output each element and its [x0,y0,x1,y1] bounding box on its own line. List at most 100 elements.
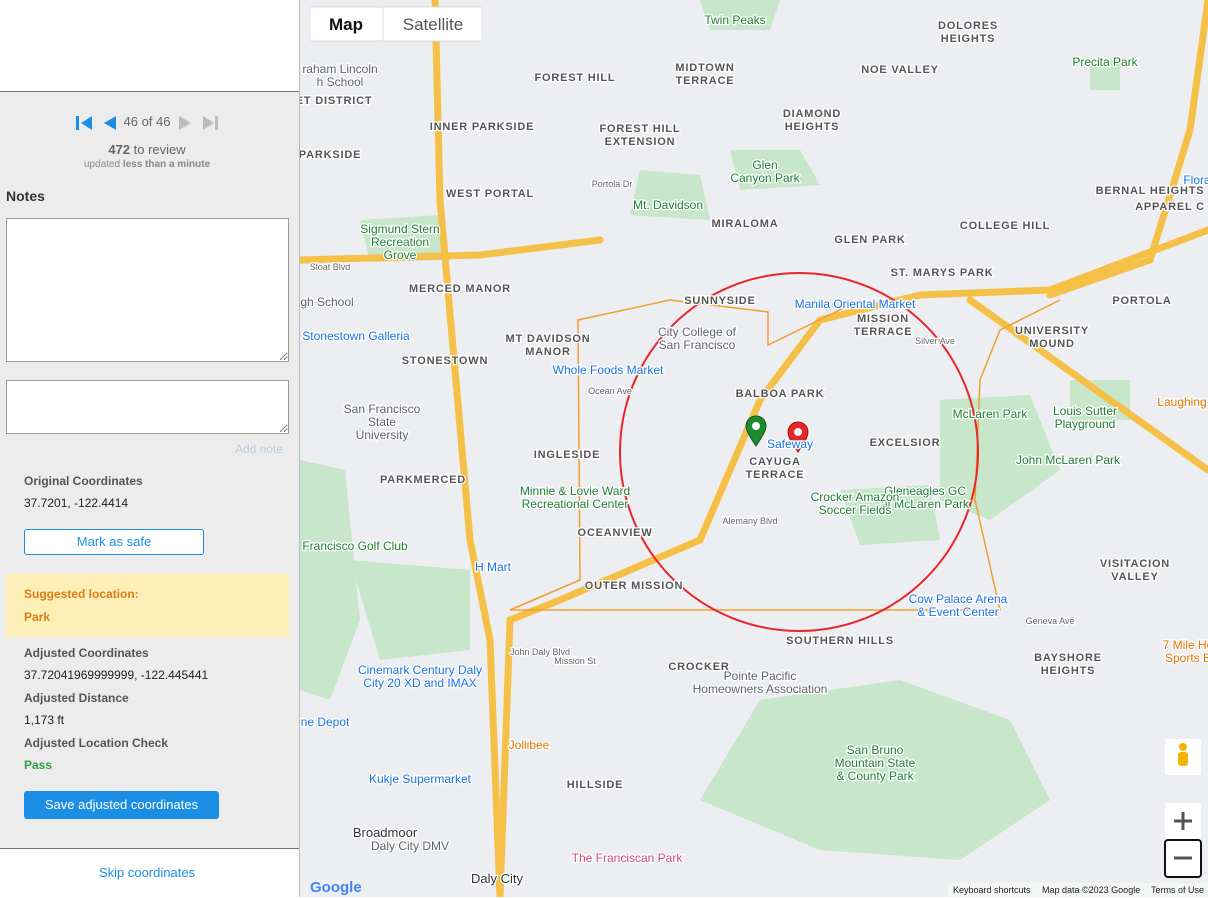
map-label-line: Manila Oriental Market [795,297,916,311]
map-label-line: H Mart [475,560,512,574]
map-label: Pointe Pacific Homeowners Association [693,669,828,696]
adjusted-label: Adjusted Coordinates [24,646,149,660]
map-label: Precita Park [1072,55,1138,69]
map-label: HILLSIDE [567,779,624,791]
map-label: ne Depot [301,715,350,729]
suggested-label: Suggested location: [24,587,139,601]
map-label-line: VISITACION [1100,558,1170,570]
map-label-line: CAYUGA [749,456,800,468]
map-label-line: SOUTHERN HILLS [786,635,894,647]
map-label: NOE VALLEY [861,64,938,76]
map-label: APPAREL C [1135,201,1205,213]
map-label-line: Sports B [1165,651,1208,665]
map-label-line: ne Depot [301,715,350,729]
map-label: MIDTOWN TERRACE [675,62,734,87]
review-count: 472 [108,142,131,157]
map-label: OUTER MISSION [585,580,683,592]
map-label-line: & Event Center [917,605,998,619]
map-label-line: Broadmoor [353,825,418,840]
map-label: Ocean Ave [588,386,632,396]
suggested-value: Park [24,610,51,624]
map-label: Broadmoor [353,825,418,840]
map-label-line: Portola Dr [592,179,633,189]
map-label: COLLEGE HILL [960,220,1050,232]
map-label-line: McLaren Park [953,407,1029,421]
map-label: Louis Sutter Playground [1053,404,1117,431]
map-label: PARKSIDE [300,149,361,161]
map-label: John Daly Blvd [510,647,570,657]
updated: updated less than a minute [0,159,294,170]
map-label-line: HEIGHTS [941,33,996,45]
map-label-line: Stonestown Galleria [302,329,410,343]
map-label: Manila Oriental Market [795,297,916,311]
map-label: gh School [300,295,353,309]
map-label-line: San Francisco [344,402,421,416]
map-label: Whole Foods Market [553,363,664,377]
map-label: Alemany Blvd [722,516,777,526]
marker-dot [752,422,760,430]
map-label: Portola Dr [592,179,633,189]
map-label: MERCED MANOR [409,283,511,295]
skip-link[interactable]: Skip coordinates [98,865,196,880]
top-panel [0,0,299,92]
map-label: Sigmund Stern Recreation Grove [360,222,439,262]
add-note[interactable]: Add note [234,442,283,456]
zoom-in[interactable] [1174,812,1192,830]
bottom-panel [0,848,299,898]
map-label-line: Daly City DMV [371,839,449,853]
keyboard-shortcuts[interactable]: Keyboard shortcuts [953,885,1031,895]
map-label: Daly City DMV [371,839,449,853]
pegman [1178,752,1188,766]
map-label-line: TERRACE [746,469,805,481]
last-icon[interactable] [215,116,218,130]
last-icon[interactable] [203,116,214,130]
mark-safe-button[interactable]: Mark as safe [24,529,204,555]
map-label-line: FOREST HILL [535,72,616,84]
sidebar: 46 of 46 472 to review updated less than… [0,0,300,898]
map-label-line: MT DAVIDSON [506,333,591,345]
map-label-line: CROCKER [668,661,729,673]
note-input[interactable] [6,380,289,434]
check-value: Pass [24,758,53,772]
satellite-tab[interactable]: Satellite [403,15,463,34]
map-label-line: HILLSIDE [567,779,624,791]
map-label-line: TERRACE [676,75,735,87]
map-label-line: & County Park [836,769,914,783]
map-label: SOUTHERN HILLS [786,635,894,647]
map-label-line: MIDTOWN [675,62,734,74]
map-label-line: Cinemark Century Daly [358,663,482,677]
map-label-line: COLLEGE HILL [960,220,1050,232]
map-label-line: BAYSHORE [1034,652,1102,664]
first-icon[interactable] [76,116,79,130]
original-marker[interactable] [745,415,767,447]
first-icon[interactable] [81,116,92,130]
map-label-line: Glen [752,158,777,172]
map-label-line: Sloat Blvd [310,262,351,272]
adjusted-marker[interactable] [787,421,809,453]
notes-textarea[interactable] [6,218,289,362]
map-label: MISSION TERRACE [854,313,913,338]
terms[interactable]: Terms of Use [1151,885,1204,895]
map-label-line: MOUND [1029,338,1075,350]
map-label: INNER PARKSIDE [430,121,535,133]
map-label-line: Ocean Ave [588,386,632,396]
map-label: 7 Mile HoSports B [1163,638,1208,665]
save-button[interactable]: Save adjusted coordinates [24,791,219,819]
map-label-line: MERCED MANOR [409,283,511,295]
map-label-line: 7 Mile Ho [1163,638,1208,652]
map-label-line: Homeowners Association [693,682,828,696]
map-tab[interactable]: Map [329,15,363,34]
prev-icon[interactable] [104,116,116,130]
review-text: to review [133,142,186,157]
pager-icons [76,116,218,130]
map-label: DOLORES HEIGHTS [938,20,998,45]
map-label-line: gh School [300,295,353,309]
check-label: Adjusted Location Check [24,736,169,750]
map-label: ST. MARYS PARK [891,267,994,279]
map-label: H Mart [475,560,512,574]
map-label: SUNNYSIDE [684,295,755,307]
map-label: WEST PORTAL [446,188,534,200]
map-label: City College of San Francisco [658,325,737,352]
next-icon[interactable] [179,116,191,130]
